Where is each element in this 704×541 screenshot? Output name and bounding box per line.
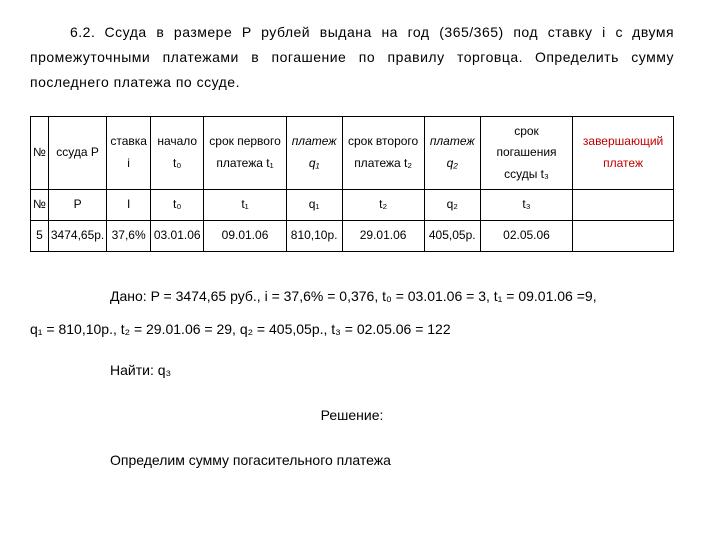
find-section: Найти: q₃ (30, 358, 674, 383)
header2-term2: t₂ (342, 190, 424, 221)
problem-statement: 6.2. Ссуда в размере P рублей выдана на … (30, 20, 674, 96)
data-term2: 29.01.06 (342, 220, 424, 251)
header-payment1: платеж q₁ (286, 116, 342, 190)
header-rate: ставка i (107, 116, 151, 190)
solution-title: Решение: (30, 403, 674, 428)
header2-final (573, 190, 674, 221)
problem-line1: Ссуда в размере P рублей выдана на год (… (105, 24, 623, 40)
data-table: № ссуда P ставка i начало t₀ срок первог… (30, 116, 674, 252)
header-term2: срок второго платежа t₂ (342, 116, 424, 190)
header-start: начало t₀ (151, 116, 204, 190)
problem-number: 6.2. (70, 24, 95, 40)
header-term1: срок первого платежа t₁ (204, 116, 286, 190)
data-loan: 3474,65р. (48, 220, 106, 251)
header-term3: срок погашения ссуды t₃ (480, 116, 572, 190)
data-term1: 09.01.06 (204, 220, 286, 251)
given-line2: q₁ = 810,10р., t₂ = 29.01.06 = 29, q₂ = … (30, 315, 674, 343)
data-rate: 37,6% (107, 220, 151, 251)
header-loan: ссуда P (48, 116, 106, 190)
header-final-payment: завершающий платеж (573, 116, 674, 190)
table-data-row: 5 3474,65р. 37,6% 03.01.06 09.01.06 810,… (31, 220, 674, 251)
data-number: 5 (31, 220, 49, 251)
header2-number: № (31, 190, 49, 221)
header2-start: t₀ (151, 190, 204, 221)
header2-term1: t₁ (204, 190, 286, 221)
header-payment2: платеж q₂ (424, 116, 480, 190)
table-header-row2: № P I t₀ t₁ q₁ t₂ q₂ t₃ (31, 190, 674, 221)
data-term3: 02.05.06 (480, 220, 572, 251)
header2-payment1: q₁ (286, 190, 342, 221)
data-start: 03.01.06 (151, 220, 204, 251)
solution-text: Определим сумму погасительного платежа (30, 448, 674, 473)
table-header-row1: № ссуда P ставка i начало t₀ срок первог… (31, 116, 674, 190)
data-payment1: 810,10р. (286, 220, 342, 251)
header2-term3: t₃ (480, 190, 572, 221)
header2-loan: P (48, 190, 106, 221)
header-number: № (31, 116, 49, 190)
header2-rate: I (107, 190, 151, 221)
header2-payment2: q₂ (424, 190, 480, 221)
given-line1: Дано: P = 3474,65 руб., i = 37,6% = 0,37… (30, 282, 674, 310)
data-payment2: 405,05р. (424, 220, 480, 251)
data-final (573, 220, 674, 251)
